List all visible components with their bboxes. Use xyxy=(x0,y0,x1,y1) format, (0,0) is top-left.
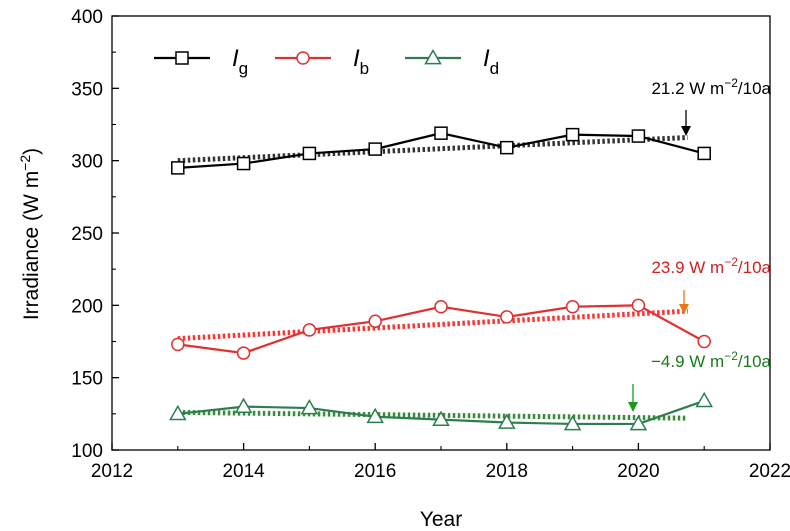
x-tick-label-1: 2014 xyxy=(222,461,265,482)
series-ib xyxy=(171,298,711,360)
point-id-2016 xyxy=(366,407,384,424)
annotation-text-id: −4.9 W m−2/10a xyxy=(651,349,772,371)
point-id-2019 xyxy=(563,414,582,431)
y-tick-label-6: 400 xyxy=(71,7,103,28)
x-tick-label-2: 2016 xyxy=(354,461,396,482)
x-tick-label-3: 2018 xyxy=(486,461,528,482)
plot-area xyxy=(111,15,771,451)
legend-item-ib: Ib xyxy=(275,45,369,78)
legend-label-main-id: I xyxy=(483,45,490,72)
annotation-text-ig: 21.2 W m−2/10a xyxy=(651,76,771,98)
point-ib-2020 xyxy=(631,298,646,313)
x-tick-label-0: 2012 xyxy=(91,461,133,482)
point-ib-2014 xyxy=(236,346,251,360)
point-ig-2015 xyxy=(302,146,317,161)
legend-item-ig: Ig xyxy=(154,45,248,78)
point-ib-2021 xyxy=(697,334,711,349)
annotation-prefix-ib: 23.9 W m xyxy=(651,258,724,277)
legend-marker-ig xyxy=(175,51,189,65)
legend-label-main-ig: I xyxy=(232,45,239,72)
annotation-arrow-head-ib xyxy=(679,304,689,314)
point-ig-2020 xyxy=(631,129,646,143)
point-id-2021 xyxy=(695,391,713,408)
annotation-prefix-ig: 21.2 W m xyxy=(651,79,724,98)
point-ig-2014 xyxy=(236,156,251,171)
point-ig-2016 xyxy=(368,142,382,156)
annotation-prefix-id: −4.9 W m xyxy=(651,352,724,371)
y-tick-label-5: 350 xyxy=(71,79,103,100)
trend-line-ib xyxy=(177,308,688,342)
y-tick-label-1: 150 xyxy=(71,369,103,390)
annotation-arrow-head-ig xyxy=(681,126,691,136)
point-id-2014 xyxy=(234,397,253,413)
series-id xyxy=(169,391,713,431)
y-tick-label-4: 300 xyxy=(71,152,103,173)
legend-label-sub-id: d xyxy=(490,59,499,78)
trend-line-ig xyxy=(177,135,688,164)
legend: Ig Ib Id xyxy=(154,45,499,78)
y-axis-title: Irradiance (W m−2) xyxy=(17,148,43,320)
series-ig xyxy=(171,126,711,175)
legend-label-ig: Ig xyxy=(232,45,248,78)
annotation-suffix-ib: /10a xyxy=(738,258,772,277)
y-tick-label-3: 250 xyxy=(71,224,103,245)
point-ig-2021 xyxy=(697,146,711,161)
trend-line-id xyxy=(177,409,688,421)
point-ig-2013 xyxy=(171,161,185,175)
annotation-suffix-ig: /10a xyxy=(738,79,772,98)
x-axis: 2012 2014 2016 2018 2020 2022 xyxy=(91,443,790,482)
legend-label-ib: Ib xyxy=(353,45,369,78)
point-id-2017 xyxy=(432,410,450,426)
point-ib-2013 xyxy=(171,337,185,352)
point-ib-2018 xyxy=(500,310,514,324)
point-id-2020 xyxy=(629,414,648,431)
annotation-arrow-head-id xyxy=(628,402,638,412)
legend-marker-ib xyxy=(296,51,310,65)
annotation-text-ib: 23.9 W m−2/10a xyxy=(651,255,771,277)
legend-label-sub-ig: g xyxy=(239,59,248,78)
point-ig-2019 xyxy=(565,127,580,142)
legend-label-main-ib: I xyxy=(353,45,360,72)
annotation-suffix-id: /10a xyxy=(738,352,772,371)
point-id-2013 xyxy=(169,404,187,421)
annotation-sup-ib: −2 xyxy=(724,255,738,269)
x-tick-label-5: 2022 xyxy=(749,461,790,482)
y-axis-title-main: Irradiance (W m xyxy=(20,171,43,320)
legend-label-id: Id xyxy=(483,45,499,78)
y-axis-title-sup: −2 xyxy=(17,155,33,171)
legend-marker-id xyxy=(424,48,442,65)
point-ig-2017 xyxy=(434,126,448,140)
legend-item-id: Id xyxy=(405,45,499,78)
point-ib-2019 xyxy=(565,300,580,314)
legend-label-sub-ib: b xyxy=(360,59,369,78)
annotation-sup-ig: −2 xyxy=(724,76,738,90)
x-tick-label-4: 2020 xyxy=(617,461,659,482)
y-axis-title-close: ) xyxy=(20,148,43,155)
point-id-2015 xyxy=(300,399,319,415)
point-ig-2018 xyxy=(500,140,514,155)
y-tick-label-2: 200 xyxy=(71,296,103,317)
x-axis-title: Year xyxy=(420,508,462,531)
point-id-2018 xyxy=(498,413,516,429)
y-axis: 100 150 200 250 300 350 400 xyxy=(71,7,119,462)
point-ib-2017 xyxy=(434,300,448,314)
annotation-sup-id: −2 xyxy=(724,349,738,363)
point-ib-2015 xyxy=(302,323,317,337)
y-tick-label-0: 100 xyxy=(71,441,103,462)
point-ib-2016 xyxy=(368,314,382,328)
